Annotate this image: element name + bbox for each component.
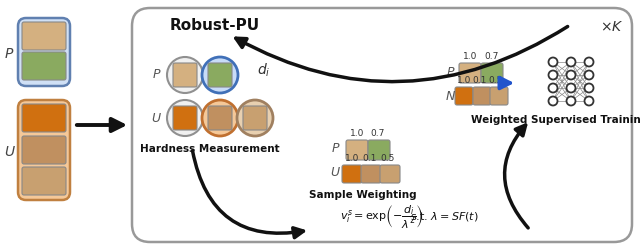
Text: P: P	[446, 65, 454, 79]
Text: 1.0: 1.0	[350, 129, 364, 138]
FancyArrowPatch shape	[236, 27, 568, 82]
Text: 1.0: 1.0	[345, 154, 359, 163]
FancyBboxPatch shape	[380, 165, 400, 183]
FancyBboxPatch shape	[473, 87, 491, 105]
Text: 0.5: 0.5	[489, 76, 503, 85]
Ellipse shape	[237, 100, 273, 136]
Circle shape	[584, 70, 593, 80]
FancyBboxPatch shape	[132, 8, 632, 242]
Circle shape	[584, 84, 593, 93]
Text: U: U	[152, 112, 161, 124]
Text: 1.0: 1.0	[463, 52, 477, 61]
FancyBboxPatch shape	[18, 18, 70, 86]
FancyBboxPatch shape	[481, 63, 503, 83]
FancyBboxPatch shape	[173, 63, 197, 87]
Text: 0.7: 0.7	[485, 52, 499, 61]
Circle shape	[566, 70, 575, 80]
Circle shape	[548, 96, 557, 105]
Ellipse shape	[167, 57, 203, 93]
Ellipse shape	[202, 57, 238, 93]
Circle shape	[566, 84, 575, 93]
FancyBboxPatch shape	[208, 63, 232, 87]
FancyBboxPatch shape	[22, 136, 66, 164]
Circle shape	[548, 84, 557, 93]
Text: U: U	[330, 166, 340, 180]
Circle shape	[584, 96, 593, 105]
Text: N: N	[445, 90, 454, 102]
Ellipse shape	[167, 100, 203, 136]
FancyBboxPatch shape	[22, 104, 66, 132]
Circle shape	[548, 70, 557, 80]
Text: 0.1: 0.1	[363, 154, 377, 163]
Text: $\times K$: $\times K$	[600, 20, 624, 34]
FancyBboxPatch shape	[22, 167, 66, 195]
FancyBboxPatch shape	[459, 63, 481, 83]
FancyBboxPatch shape	[368, 140, 390, 160]
Circle shape	[566, 58, 575, 66]
Text: P: P	[152, 68, 160, 82]
Text: Sample Weighting: Sample Weighting	[309, 190, 417, 200]
FancyBboxPatch shape	[346, 140, 368, 160]
FancyArrowPatch shape	[504, 125, 528, 228]
FancyBboxPatch shape	[22, 22, 66, 50]
FancyBboxPatch shape	[18, 100, 70, 200]
Circle shape	[566, 96, 575, 105]
Circle shape	[548, 58, 557, 66]
Text: $v_i^s = \exp\!\left(-\dfrac{d_i}{\lambda^2}\right)$: $v_i^s = \exp\!\left(-\dfrac{d_i}{\lambd…	[340, 204, 423, 231]
Text: U: U	[4, 145, 14, 159]
Ellipse shape	[202, 100, 238, 136]
Text: P: P	[332, 142, 339, 155]
Circle shape	[584, 58, 593, 66]
Text: P: P	[5, 47, 13, 61]
Text: s.t. $\lambda = SF(t)$: s.t. $\lambda = SF(t)$	[410, 210, 479, 223]
FancyArrowPatch shape	[193, 151, 303, 238]
FancyBboxPatch shape	[490, 87, 508, 105]
Text: 1.0: 1.0	[457, 76, 471, 85]
FancyBboxPatch shape	[173, 106, 197, 130]
Text: Hardness Measurement: Hardness Measurement	[140, 144, 280, 154]
Text: Weighted Supervised Training: Weighted Supervised Training	[472, 115, 640, 125]
Text: 0.7: 0.7	[371, 129, 385, 138]
FancyBboxPatch shape	[243, 106, 267, 130]
FancyBboxPatch shape	[208, 106, 232, 130]
FancyBboxPatch shape	[342, 165, 362, 183]
FancyBboxPatch shape	[455, 87, 473, 105]
Text: 0.1: 0.1	[473, 76, 487, 85]
Text: Robust-PU: Robust-PU	[170, 18, 260, 33]
Text: 0.5: 0.5	[381, 154, 395, 163]
Text: $d_i$: $d_i$	[257, 61, 271, 79]
FancyBboxPatch shape	[22, 52, 66, 80]
FancyBboxPatch shape	[361, 165, 381, 183]
